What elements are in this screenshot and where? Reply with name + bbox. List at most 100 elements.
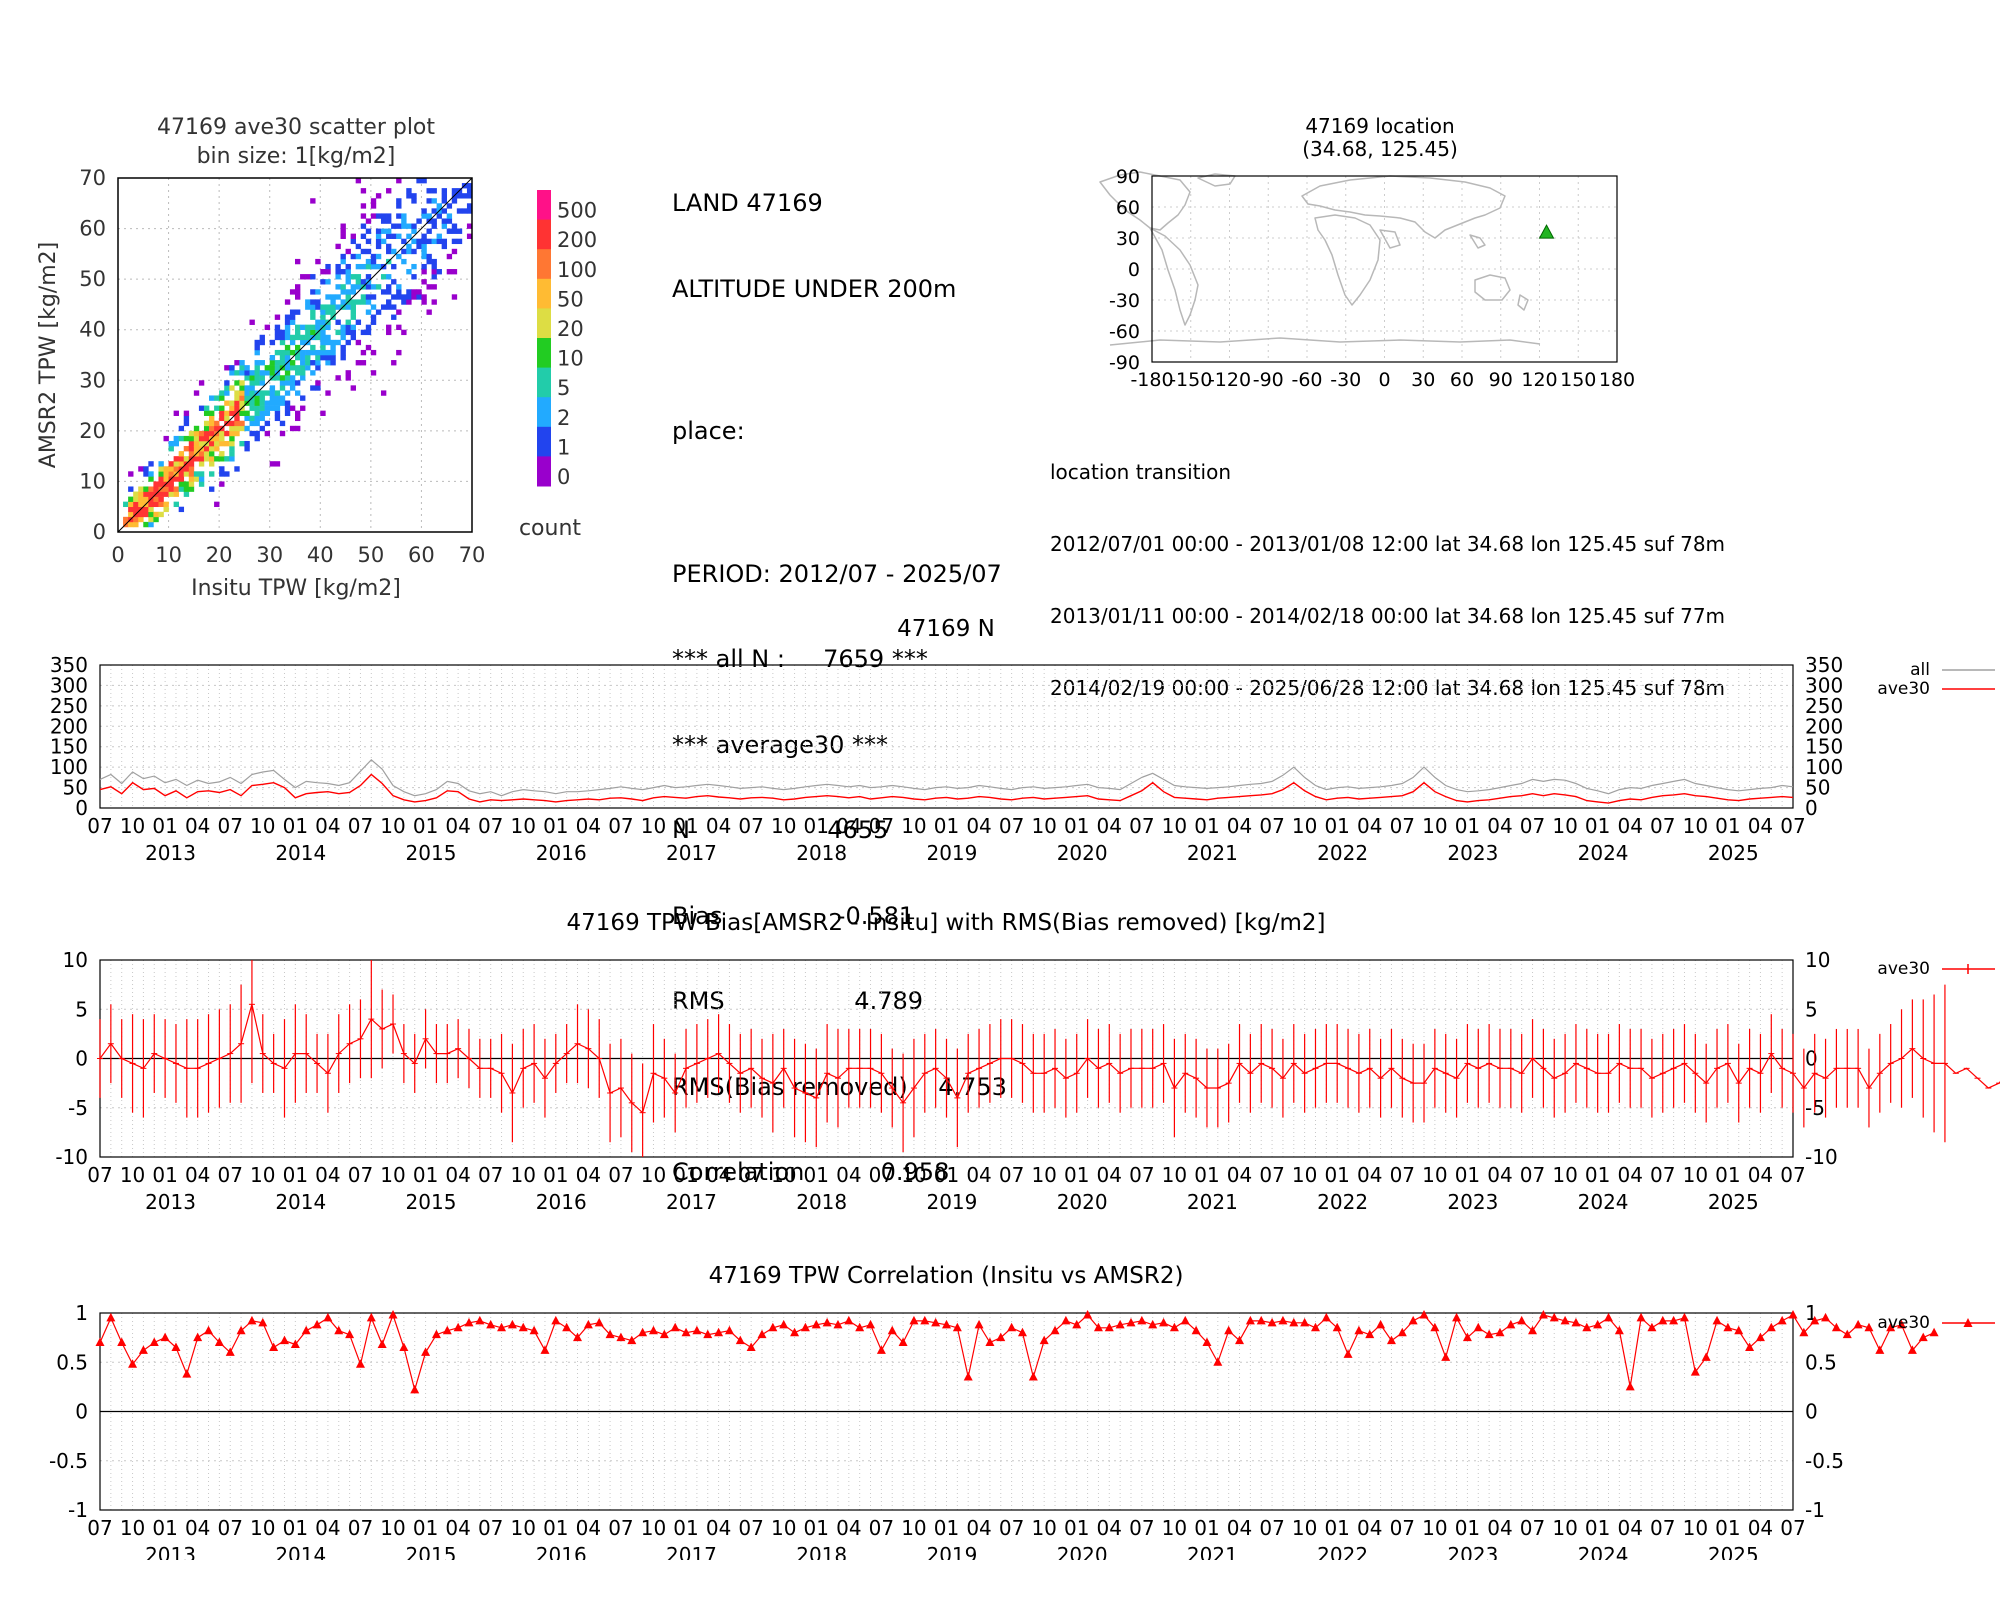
correlation-point	[1593, 1319, 1603, 1329]
heatmap-cell	[325, 294, 331, 300]
month-tick-label: 07	[1520, 1163, 1545, 1187]
heatmap-cell	[289, 349, 296, 356]
correlation-point	[551, 1315, 561, 1325]
correlation-point	[1614, 1325, 1624, 1335]
map-frame	[1151, 175, 1618, 363]
heatmap-cell	[340, 289, 346, 295]
heatmap-cell	[254, 339, 260, 346]
heatmap-cell	[138, 491, 144, 497]
heatmap-cell	[325, 324, 331, 331]
heatmap-cell	[330, 339, 336, 346]
heatmap-cell	[214, 395, 220, 401]
month-tick-label: 10	[1292, 1163, 1317, 1187]
ytick-label-left: 100	[50, 755, 88, 779]
correlation-point	[1810, 1315, 1820, 1325]
month-tick-label: 01	[1455, 814, 1480, 838]
month-tick-label: 10	[1162, 1516, 1187, 1540]
heatmap-cell	[183, 456, 190, 462]
heatmap-cell	[219, 466, 225, 472]
correlation-point	[1484, 1329, 1494, 1339]
heatmap-cell	[143, 511, 149, 518]
month-tick-label: 07	[1390, 814, 1415, 838]
heatmap-cell	[370, 253, 377, 260]
month-tick-label: 04	[185, 1163, 210, 1187]
heatmap-cell	[153, 481, 159, 487]
month-tick-label: 01	[152, 1163, 177, 1187]
heatmap-cell	[365, 284, 372, 290]
info-line: ALTITUDE UNDER 200m	[672, 274, 957, 303]
month-tick-label: 10	[771, 1163, 796, 1187]
scatter-ytick-label: 10	[79, 469, 106, 493]
heatmap-cell	[148, 501, 154, 508]
month-tick-label: 04	[1617, 1163, 1642, 1187]
heatmap-cell	[300, 274, 306, 280]
heatmap-cell	[396, 294, 402, 300]
colorbar-segment	[537, 426, 551, 457]
correlation-point	[703, 1329, 713, 1339]
heatmap-cell	[284, 349, 291, 356]
heatmap-cell	[143, 506, 149, 513]
month-tick-label: 10	[250, 814, 275, 838]
month-tick-label: 07	[478, 814, 503, 838]
heatmap-cell	[239, 420, 245, 427]
correlation-point	[1050, 1325, 1060, 1335]
heatmap-cell	[123, 516, 129, 523]
heatmap-cell	[461, 193, 468, 199]
heatmap-cell	[386, 324, 392, 331]
heatmap-cell	[365, 329, 372, 336]
heatmap-cell	[284, 299, 291, 305]
heatmap-cell	[456, 193, 463, 199]
month-tick-label: 07	[869, 1516, 894, 1540]
month-tick-label: 10	[1031, 814, 1056, 838]
heatmap-cell	[143, 496, 149, 502]
heatmap-cell	[259, 334, 265, 341]
heatmap-cell	[365, 294, 372, 300]
month-tick-label: 07	[608, 814, 633, 838]
month-tick-label: 04	[576, 1163, 601, 1187]
month-tick-label: 07	[999, 814, 1024, 838]
correlation-point	[312, 1319, 322, 1329]
heatmap-cell	[173, 501, 179, 508]
heatmap-cell	[178, 506, 185, 513]
colorbar-segment	[537, 249, 551, 280]
correlation-point	[1202, 1337, 1212, 1347]
year-tick-label: 2023	[1447, 1543, 1498, 1560]
heatmap-cell	[360, 299, 367, 305]
colorbar-label: 500	[557, 199, 597, 223]
month-tick-label: 07	[608, 1516, 633, 1540]
chart-title: 47169 TPW Bias[AMSR2 - Insitu] with RMS(…	[567, 910, 1326, 936]
correlation-point	[1365, 1329, 1375, 1339]
correlation-point	[1452, 1312, 1462, 1322]
heatmap-cell	[148, 476, 154, 482]
heatmap-cell	[168, 461, 174, 467]
heatmap-cell	[279, 334, 286, 341]
correlation-point	[1115, 1319, 1125, 1329]
correlation-point	[1017, 1327, 1027, 1337]
correlation-point	[573, 1332, 583, 1342]
heatmap-cell	[295, 425, 301, 432]
month-tick-label: 10	[1162, 1163, 1187, 1187]
heatmap-cell	[198, 476, 205, 482]
heatmap-cell	[295, 309, 301, 315]
heatmap-cell	[411, 248, 417, 255]
heatmap-cell	[426, 258, 432, 265]
correlation-point	[1712, 1315, 1722, 1325]
heatmap-cell	[133, 501, 139, 508]
correlation-point	[247, 1315, 257, 1325]
heatmap-cell	[421, 294, 427, 300]
heatmap-cell	[178, 451, 185, 457]
info-line: place:	[672, 417, 745, 445]
heatmap-cell	[401, 258, 407, 265]
heatmap-cell	[355, 284, 362, 290]
heatmap-cell	[340, 334, 346, 341]
month-tick-label: 07	[1129, 1163, 1154, 1187]
correlation-point	[1842, 1329, 1852, 1339]
heatmap-cell	[214, 501, 220, 508]
heatmap-cell	[426, 253, 432, 260]
heatmap-cell	[274, 405, 281, 411]
month-tick-label: 04	[185, 814, 210, 838]
heatmap-cell	[421, 269, 427, 275]
correlation-point	[724, 1325, 734, 1335]
correlation-point	[735, 1335, 745, 1345]
